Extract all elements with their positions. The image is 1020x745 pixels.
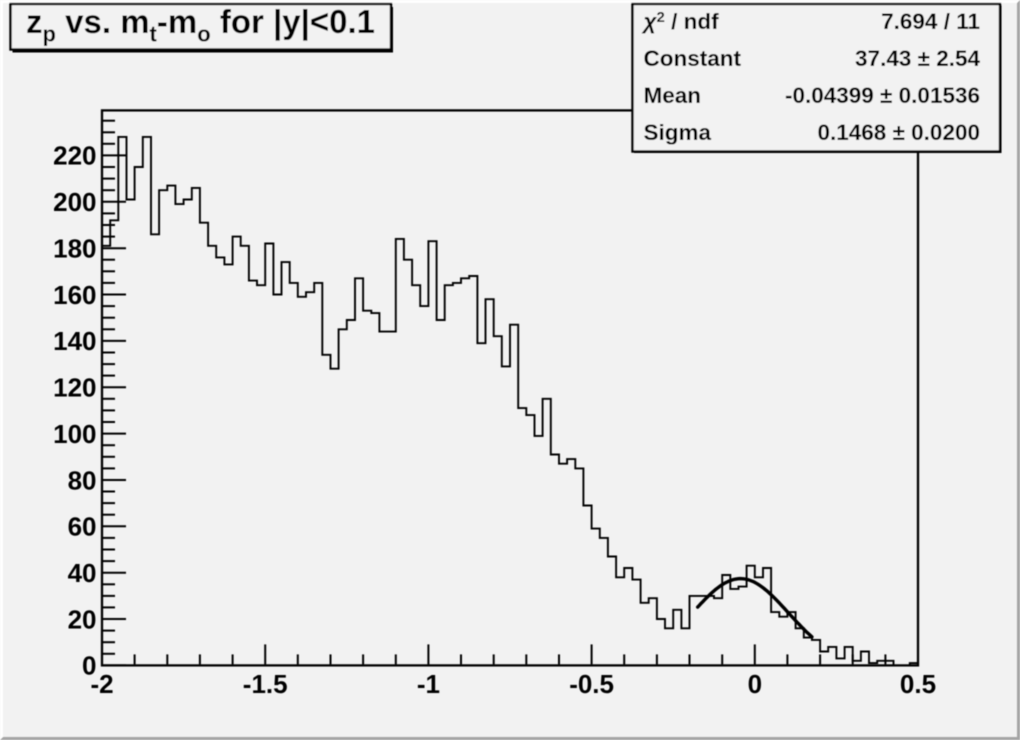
svg-text:220: 220: [53, 141, 96, 171]
svg-text:140: 140: [53, 326, 96, 356]
svg-text:0: 0: [82, 651, 96, 681]
svg-text:0.1468 ± 0.0200: 0.1468 ± 0.0200: [818, 120, 981, 145]
svg-text:0.5: 0.5: [900, 669, 936, 699]
svg-text:160: 160: [53, 280, 96, 310]
svg-text:Constant: Constant: [644, 46, 742, 71]
svg-text:-1.5: -1.5: [243, 669, 288, 699]
svg-text:zp vs. mt-mo for |y|<0.1: zp vs. mt-mo for |y|<0.1: [26, 3, 375, 47]
svg-text:200: 200: [53, 187, 96, 217]
svg-text:-1: -1: [417, 669, 440, 699]
svg-text:0: 0: [748, 669, 762, 699]
svg-text:180: 180: [53, 234, 96, 264]
svg-text:-0.04399 ± 0.01536: -0.04399 ± 0.01536: [785, 83, 980, 108]
svg-text:37.43 ± 2.54: 37.43 ± 2.54: [855, 46, 980, 71]
svg-text:-2: -2: [90, 669, 113, 699]
svg-text:60: 60: [68, 512, 97, 542]
svg-text:120: 120: [53, 373, 96, 403]
svg-text:-0.5: -0.5: [569, 669, 614, 699]
svg-text:Mean: Mean: [644, 83, 702, 108]
svg-text:40: 40: [68, 558, 97, 588]
svg-text:80: 80: [68, 465, 97, 495]
svg-text:100: 100: [53, 419, 96, 449]
svg-text:χ2 / ndf: χ2 / ndf: [642, 9, 720, 34]
svg-text:Sigma: Sigma: [644, 120, 712, 145]
svg-text:7.694 / 11: 7.694 / 11: [881, 9, 980, 34]
svg-text:20: 20: [68, 604, 97, 634]
